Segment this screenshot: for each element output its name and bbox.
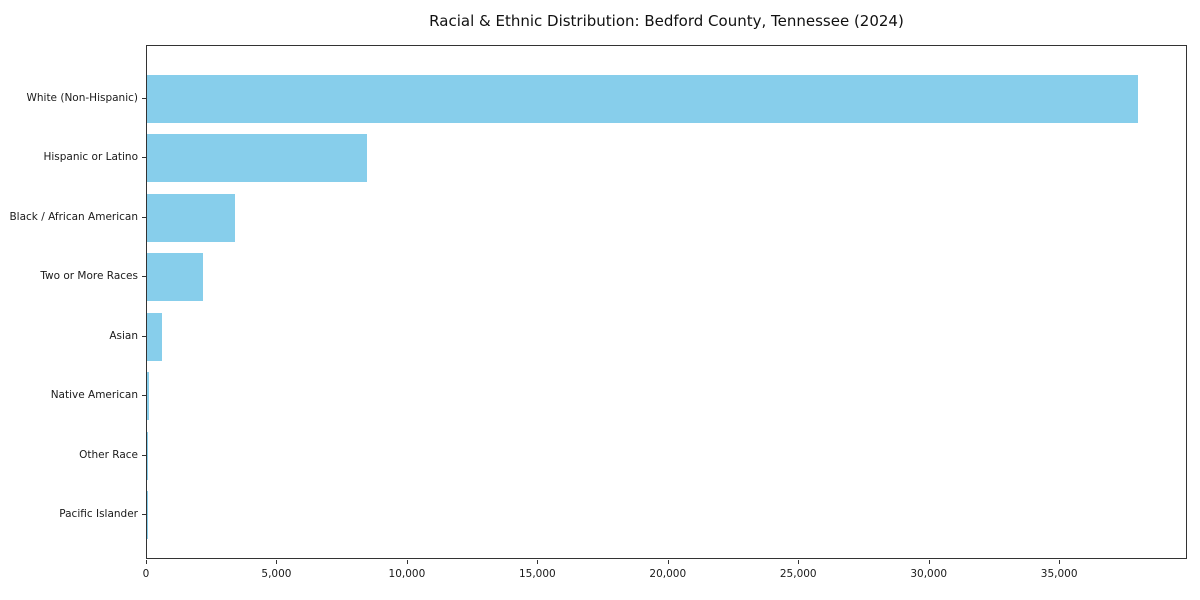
y-tick-mark — [142, 216, 146, 218]
bar — [147, 312, 163, 361]
x-tick-mark — [667, 560, 669, 564]
y-tick-label: Asian — [109, 329, 138, 342]
x-tick-label: 5,000 — [261, 568, 292, 580]
x-tick-label: 10,000 — [388, 568, 426, 580]
bar — [147, 74, 1139, 123]
x-tick-mark — [798, 560, 800, 564]
x-tick-mark — [276, 560, 278, 564]
x-tick-label: 15,000 — [518, 568, 556, 580]
y-tick-label: Native American — [50, 389, 138, 402]
x-tick-label: 35,000 — [1040, 568, 1078, 580]
x-tick-mark — [537, 560, 539, 564]
y-tick-label: Pacific Islander — [59, 508, 138, 521]
y-tick-label: White (Non-Hispanic) — [26, 91, 138, 104]
y-tick-mark — [142, 335, 146, 337]
x-tick-label: 0 — [142, 568, 150, 580]
x-tick-label: 20,000 — [649, 568, 687, 580]
plot-area — [146, 45, 1187, 559]
y-tick-mark — [142, 97, 146, 99]
bar — [147, 253, 203, 302]
y-tick-label: Hispanic or Latino — [43, 151, 138, 164]
y-tick-mark — [142, 395, 146, 397]
y-tick-mark — [142, 454, 146, 456]
bar — [147, 431, 148, 480]
x-tick-label: 30,000 — [910, 568, 948, 580]
x-tick-mark — [928, 560, 930, 564]
bar — [147, 134, 368, 183]
y-tick-label: Two or More Races — [40, 270, 138, 283]
y-tick-mark — [142, 276, 146, 278]
y-tick-mark — [142, 514, 146, 516]
y-tick-label: Other Race — [79, 448, 138, 461]
y-tick-mark — [142, 157, 146, 159]
chart-title: Racial & Ethnic Distribution: Bedford Co… — [429, 12, 904, 30]
x-tick-mark — [406, 560, 408, 564]
bar — [147, 372, 149, 421]
x-tick-label: 25,000 — [779, 568, 817, 580]
y-tick-label: Black / African American — [9, 210, 138, 223]
bar — [147, 193, 236, 242]
x-tick-mark — [146, 560, 147, 564]
x-tick-mark — [1059, 560, 1061, 564]
